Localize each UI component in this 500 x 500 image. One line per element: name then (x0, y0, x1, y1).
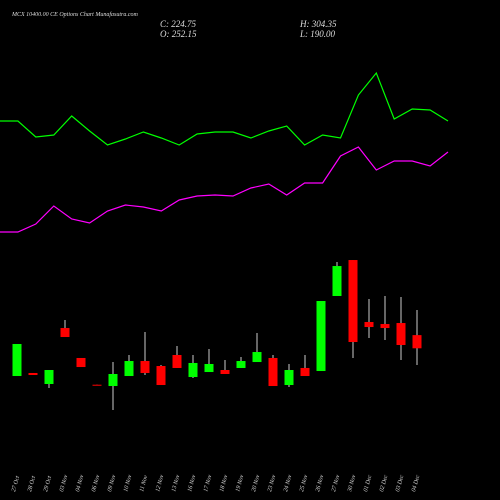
candle-body (108, 373, 118, 387)
candle-body (380, 324, 390, 329)
candle-body (12, 343, 22, 377)
candle-body (316, 300, 326, 372)
open-info: O: 252.15 (160, 29, 197, 39)
x-tick-label: 27 Nov (331, 474, 341, 492)
candle-body (124, 361, 134, 377)
candle-body (188, 362, 198, 378)
x-tick-label: 04 Dec (410, 474, 421, 493)
x-tick-label: 18 Nov (219, 474, 229, 492)
x-tick-label: 02 Dec (379, 474, 389, 492)
x-tick-label: 29 Oct (43, 475, 53, 492)
candle-body (172, 355, 182, 368)
x-tick-label: 01 Dec (363, 474, 373, 492)
candle-body (412, 335, 422, 349)
candle-body (236, 361, 246, 368)
x-tick-label: 12 Nov (155, 474, 165, 492)
candle-body (156, 366, 166, 386)
x-tick-label: 10 Nov (123, 474, 133, 492)
x-tick-label: 03 Dec (395, 474, 405, 492)
candle-body (204, 363, 214, 373)
candle-body (396, 323, 406, 345)
high-info: H: 304.35 (299, 19, 337, 29)
x-tick-label: 30 Nov (347, 474, 358, 493)
candle-body (300, 367, 310, 377)
candle-body (348, 260, 358, 343)
candle-body (364, 322, 374, 328)
candle-body (60, 328, 70, 338)
x-tick-label: 28 Oct (27, 475, 37, 492)
candle-body (140, 361, 150, 373)
x-tick-label: 17 Nov (203, 474, 213, 492)
x-tick-label: 11 Nov (139, 474, 149, 492)
candle-body (28, 372, 38, 376)
candle-body (332, 266, 342, 296)
x-tick-label: 04 Nov (74, 474, 85, 493)
chart-title: MCX 10400.00 CE Options Chart Munafasutr… (11, 11, 139, 18)
x-tick-label: 09 Nov (107, 474, 117, 492)
candle-body (268, 357, 278, 387)
x-tick-label: 06 Nov (91, 474, 101, 492)
candle-body (92, 384, 102, 386)
x-tick-label: 27 Oct (11, 475, 21, 492)
close-info: C: 224.75 (160, 19, 197, 29)
x-tick-label: 23 Nov (267, 474, 277, 492)
candle-body (76, 357, 86, 368)
x-tick-label: 13 Nov (171, 474, 181, 492)
x-tick-label: 24 Nov (282, 474, 293, 493)
x-tick-label: 19 Nov (235, 474, 245, 492)
x-tick-label: 03 Nov (59, 474, 69, 492)
indicator-line (0, 146, 449, 233)
candle-body (252, 352, 262, 363)
x-tick-label: 16 Nov (187, 474, 197, 492)
x-tick-label: 26 Nov (315, 474, 325, 492)
x-tick-label: 25 Nov (299, 474, 309, 492)
candle-body (284, 370, 294, 386)
low-info: L: 190.00 (299, 29, 336, 39)
indicator-line (0, 71, 449, 146)
candle-body (220, 370, 230, 374)
x-tick-label: 20 Nov (251, 474, 261, 492)
candle-body (44, 370, 54, 384)
